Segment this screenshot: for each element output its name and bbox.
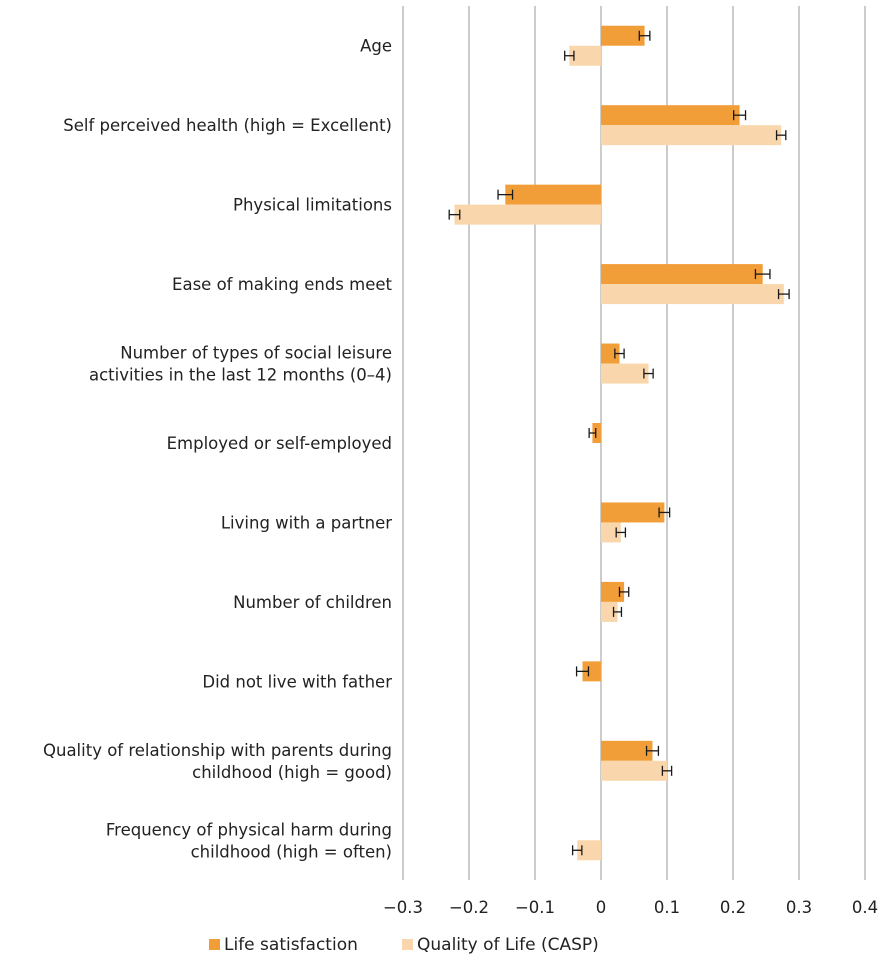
category-label: Ease of making ends meet [172, 275, 392, 294]
error-bar [588, 428, 597, 438]
x-tick-label: −0.3 [383, 898, 423, 917]
bar [601, 125, 782, 146]
category-label: Number of types of social leisure [120, 344, 392, 363]
legend-swatch [209, 939, 220, 950]
error-bar [612, 606, 623, 617]
error-bar [564, 50, 575, 61]
x-tick-labels: −0.3 −0.2 −0.1 0 0.1 0.2 0.3 0.4 [383, 898, 878, 917]
error-bar [618, 586, 630, 597]
bar [601, 264, 763, 285]
category-label: Living with a partner [221, 513, 392, 532]
bar [601, 760, 667, 781]
error-bar [614, 348, 625, 359]
category-label: childhood (high = good) [192, 763, 392, 782]
category-label: Self perceived health (high = Excellent) [63, 116, 392, 135]
error-bar [615, 527, 627, 538]
x-tick-label: 0.1 [654, 898, 680, 917]
category-label: Physical limitations [233, 196, 392, 215]
legend: Life satisfaction Quality of Life (CASP) [209, 935, 599, 955]
x-tick-label: −0.2 [449, 898, 489, 917]
error-bar [643, 368, 654, 379]
error-bar [645, 745, 660, 756]
legend-label: Quality of Life (CASP) [417, 935, 599, 955]
x-tick-label: −0.1 [515, 898, 555, 917]
category-label: Employed or self-employed [167, 434, 392, 453]
error-bar [575, 666, 590, 677]
error-bar [638, 30, 651, 41]
bar [454, 204, 601, 225]
error-bars [448, 30, 790, 856]
category-label: childhood (high = often) [191, 842, 392, 861]
bar [569, 45, 601, 66]
x-tick-label: 0.3 [786, 898, 812, 917]
bar [505, 184, 601, 205]
bar [601, 502, 665, 523]
error-bar [775, 130, 787, 141]
error-bar [754, 269, 771, 280]
category-label: Did not live with father [202, 672, 392, 691]
gridlines [402, 6, 866, 880]
legend-swatch [402, 939, 413, 950]
error-bar [777, 289, 790, 300]
category-label: Number of children [233, 593, 392, 612]
error-bar [733, 110, 747, 121]
x-tick-label: 0.4 [852, 898, 878, 917]
category-label: activities in the last 12 months (0–4) [89, 366, 392, 385]
bar [601, 105, 740, 126]
bar [601, 284, 784, 305]
error-bar [497, 189, 514, 200]
bar [582, 661, 601, 682]
bar [601, 363, 649, 384]
error-bar [658, 507, 671, 518]
category-label: Quality of relationship with parents dur… [43, 741, 392, 760]
bar [601, 25, 645, 46]
x-tick-label: 0.2 [720, 898, 746, 917]
bar [592, 423, 601, 443]
legend-label: Life satisfaction [224, 935, 358, 955]
category-labels: Age Self perceived health (high = Excelle… [43, 37, 393, 862]
category-label: Frequency of physical harm during [106, 820, 392, 839]
bars [454, 25, 784, 861]
bar [601, 581, 625, 602]
x-tick-label: 0 [596, 898, 607, 917]
error-bar [571, 845, 583, 856]
error-bar [448, 209, 461, 220]
category-label: Age [360, 37, 392, 56]
bar [601, 740, 653, 761]
bar [577, 840, 601, 861]
error-bar [661, 765, 673, 776]
